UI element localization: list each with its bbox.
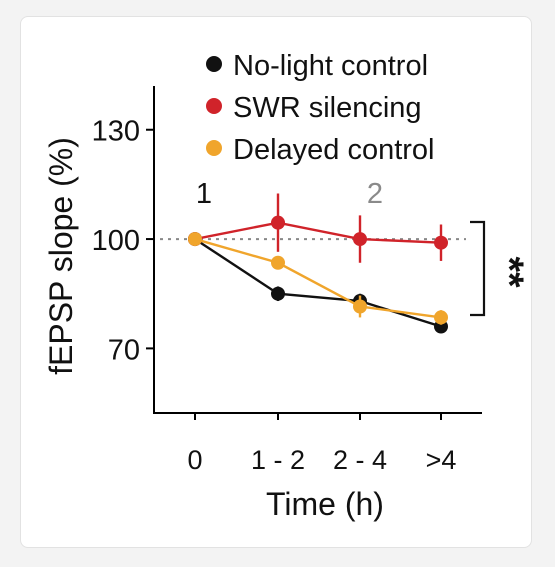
series-swr-silencing [188,193,448,263]
data-point [353,299,367,314]
legend-label: SWR silencing [233,92,422,124]
annotation-label: 2 [367,178,383,210]
series-delayed-control [188,232,448,325]
data-point [271,215,285,230]
data-point [353,232,367,247]
legend-marker [206,56,222,72]
x-tick-label: >4 [426,445,457,475]
x-tick-label: 1 - 2 [251,445,305,475]
data-point [271,255,285,270]
figure-card [20,16,532,548]
legend-marker [206,140,222,156]
y-tick-label: 100 [92,225,140,257]
series-line [194,238,442,328]
data-point [434,235,448,250]
axes: fEPSP slope (%) Time (h) [43,86,482,522]
legend-label: Delayed control [233,134,435,166]
x-tick-label: 2 - 4 [333,445,387,475]
data-point [188,232,202,247]
legend-marker [206,98,222,114]
legend: No-light control SWR silencing Delayed con… [206,50,435,166]
significance-bracket: ** [470,220,531,317]
bracket-line [470,220,486,317]
y-tick-label: 130 [92,116,140,148]
y-axis-label: fEPSP slope (%) [43,137,79,375]
legend-label: No-light control [233,50,428,82]
y-tick-label: 70 [108,334,140,366]
y-ticks: 70 100 130 [92,116,154,366]
x-axis-label: Time (h) [266,486,384,522]
data-point [271,286,285,301]
x-ticks: 0 1 - 2 2 - 4 >4 [187,413,456,475]
series-line [194,221,442,244]
series-line [194,237,442,319]
x-tick-label: 0 [187,445,202,475]
series-layer [188,193,448,334]
data-point [434,310,448,325]
significance-label: ** [487,256,531,288]
annotation-label: 1 [196,178,212,210]
